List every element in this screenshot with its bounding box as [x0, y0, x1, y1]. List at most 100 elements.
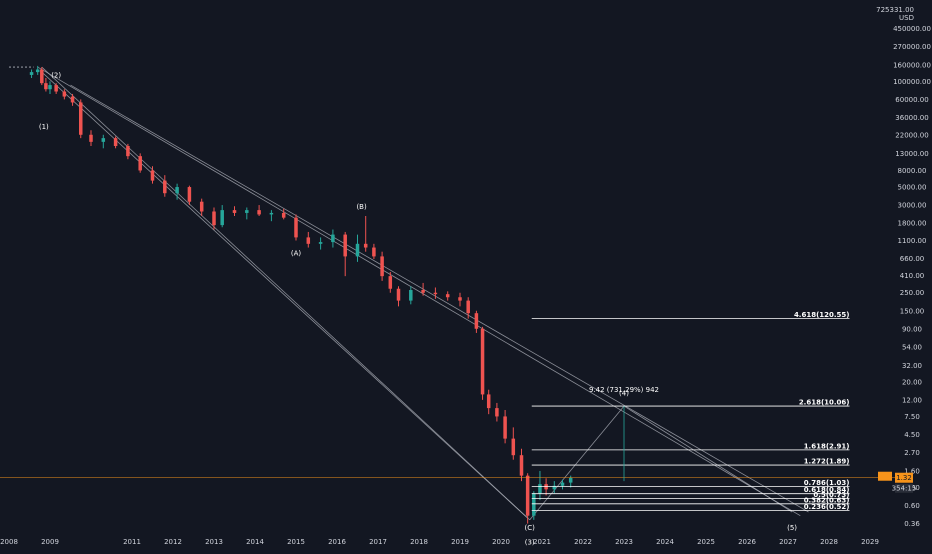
trendline: [529, 405, 625, 521]
y-tick-label: 5000.00: [898, 184, 927, 192]
wave-label: (B): [356, 203, 367, 211]
candle-body: [409, 290, 413, 301]
candle-body: [269, 212, 274, 215]
fib-level-label: 2.618(10.06): [799, 399, 850, 407]
y-tick-label: 250.00: [900, 289, 925, 297]
candle-body: [101, 138, 106, 142]
wave-label: (4): [619, 390, 629, 398]
trendline: [70, 84, 809, 513]
x-tick-label: 2023: [615, 538, 633, 546]
price-marker-badge: [878, 471, 892, 481]
candle-body: [343, 234, 347, 257]
candle-body: [474, 313, 479, 329]
x-tick-label: 2022: [574, 538, 592, 546]
candle-body: [187, 187, 192, 202]
candle-body: [126, 146, 130, 157]
wave-label: (C): [525, 524, 536, 532]
x-tick-label: 2015: [287, 538, 305, 546]
x-tick-label: 2024: [656, 538, 674, 546]
candle-body: [257, 210, 261, 215]
x-tick-label: 2012: [164, 538, 182, 546]
x-tick-label: 2020: [492, 538, 510, 546]
candle-body: [35, 69, 40, 73]
x-tick-label: 2008: [0, 538, 18, 546]
x-tick-label: 2016: [328, 538, 346, 546]
candle-body: [70, 96, 75, 103]
x-tick-label: 2025: [697, 538, 715, 546]
x-tick-label: 2021: [533, 538, 551, 546]
wave-label: (3): [525, 538, 535, 546]
wave-label: (1): [39, 123, 49, 131]
countdown-tag: [895, 483, 913, 493]
currency-code: USD: [899, 14, 914, 22]
y-tick-label: 1.60: [904, 467, 920, 475]
wave-label: (A): [291, 249, 302, 257]
fib-level-label: 0.5(0.73): [813, 491, 849, 499]
candle-body: [331, 234, 335, 243]
trendline: [41, 66, 530, 521]
y-tick-label: 32.00: [902, 362, 922, 370]
candle-body: [281, 212, 286, 218]
y-tick-label: 150.00: [900, 307, 925, 315]
y-tick-label: 90.00: [902, 325, 922, 333]
trendlines-layer: [9, 66, 809, 521]
y-tick-label: 100000.00: [893, 78, 931, 86]
fib-level-label: 4.618(120.55): [794, 311, 850, 319]
candle-body: [519, 455, 524, 476]
candle-body: [175, 187, 179, 194]
candles-layer: [0, 65, 895, 524]
x-tick-label: 2009: [41, 538, 59, 546]
candle-body: [486, 394, 491, 409]
y-tick-label: 7.50: [904, 413, 920, 421]
currency-top-value: 725331.00: [876, 6, 914, 14]
candle-body: [355, 243, 360, 257]
candle-body: [380, 256, 384, 277]
x-tick-label: 2019: [451, 538, 469, 546]
candle-body: [220, 210, 224, 226]
fib-level-label: 0.236(0.52): [804, 503, 850, 511]
candle-body: [163, 180, 167, 194]
last-price-tag: [895, 472, 913, 483]
y-tick-label: 1100.00: [898, 237, 927, 245]
candle-body: [532, 493, 536, 516]
candle-body: [113, 138, 118, 147]
measure-label: 9.42 (731.29%) 942: [589, 386, 659, 394]
y-tick-label: 0.60: [904, 502, 920, 510]
candle-body: [363, 243, 368, 248]
candle-body: [89, 134, 93, 142]
y-tick-label: 12.00: [902, 396, 922, 404]
x-tick-label: 2029: [861, 538, 879, 546]
candle-body: [54, 85, 58, 92]
candle-body: [538, 484, 542, 494]
candle-body: [388, 276, 393, 289]
candle-body: [466, 300, 470, 314]
candle-body: [372, 247, 376, 257]
candle-body: [503, 416, 507, 439]
candle-body: [138, 156, 142, 171]
y-tick-label: 410.00: [900, 272, 925, 280]
candle-body: [245, 210, 249, 213]
candle-body: [40, 69, 44, 84]
y-tick-label: 8000.00: [898, 167, 927, 175]
trendline: [41, 71, 528, 519]
candle-body: [212, 211, 216, 226]
x-tick-label: 2027: [779, 538, 797, 546]
candle-body: [568, 477, 573, 483]
y-tick-label: 160000.00: [893, 61, 931, 69]
candle-body: [396, 288, 401, 301]
x-tick-label: 2028: [820, 538, 838, 546]
y-tick-label: 450000.00: [893, 25, 931, 33]
fib-level-label: 1.272(1.89): [804, 458, 850, 466]
candle-body: [232, 210, 237, 213]
candle-body: [294, 217, 298, 238]
y-tick-label: 22000.00: [895, 131, 928, 139]
wave-labels-layer: (1) (2) (A) (B) (C) (3) (4) (5): [39, 71, 797, 546]
y-tick-label: 2.70: [904, 449, 920, 457]
trendline: [37, 66, 801, 517]
candle-body: [29, 72, 34, 75]
axes-layer: 450000.00 270000.00 160000.00 100000.00 6000…: [0, 25, 931, 546]
candle-body: [48, 85, 52, 90]
wave-label: (2): [51, 71, 61, 79]
